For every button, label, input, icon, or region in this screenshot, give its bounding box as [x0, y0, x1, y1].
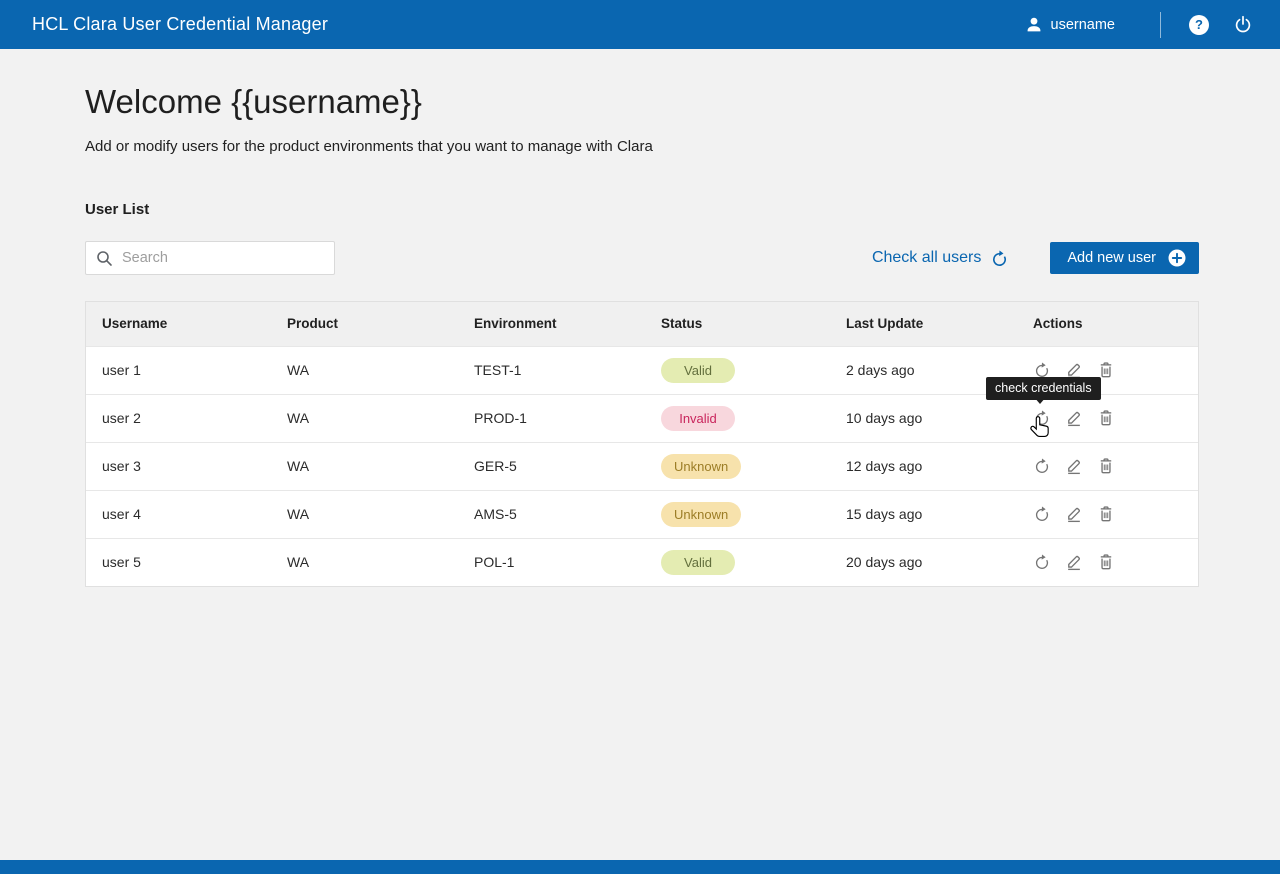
check-credentials-icon[interactable]	[1033, 361, 1051, 379]
user-list-heading: User List	[85, 201, 150, 218]
page-subtitle: Add or modify users for the product envi…	[85, 138, 653, 155]
table-row: user 3 WA GER-5 Unknown 12 days ago	[86, 442, 1198, 490]
app-title: HCL Clara User Credential Manager	[32, 14, 329, 34]
cell-actions	[1033, 442, 1198, 490]
check-credentials-icon[interactable]	[1033, 505, 1051, 523]
cell-username: user 5	[102, 554, 141, 571]
cell-status: Unknown	[661, 442, 846, 490]
cell-product: WA	[287, 506, 310, 522]
delete-icon[interactable]	[1097, 361, 1115, 379]
cell-product: WA	[287, 554, 310, 571]
search-icon	[96, 250, 113, 267]
refresh-icon	[990, 249, 1009, 268]
user-menu[interactable]: username	[1025, 16, 1115, 34]
row-actions	[1033, 553, 1198, 571]
table-row: user 1 WA TEST-1 Valid 2 days ago	[86, 346, 1198, 394]
col-username: Username	[102, 316, 168, 332]
app-bar: HCL Clara User Credential Manager userna…	[0, 0, 1280, 49]
status-badge: Unknown	[661, 501, 742, 527]
row-actions	[1033, 409, 1198, 427]
cell-status: Invalid	[661, 394, 846, 442]
check-credentials-icon[interactable]	[1033, 553, 1051, 571]
cell-environment: GER-5	[474, 458, 517, 474]
cell-last-update: 2 days ago	[846, 362, 915, 378]
row-actions	[1033, 505, 1198, 523]
cell-environment: AMS-5	[474, 506, 517, 522]
cell-actions	[1033, 538, 1198, 586]
cell-environment: PROD-1	[474, 410, 527, 426]
cell-username: user 3	[102, 458, 141, 474]
col-actions: Actions	[1033, 316, 1083, 332]
cell-actions	[1033, 490, 1198, 538]
col-last-update: Last Update	[846, 316, 924, 332]
edit-icon[interactable]	[1065, 409, 1083, 427]
delete-icon[interactable]	[1097, 457, 1115, 475]
help-icon[interactable]: ?	[1189, 14, 1209, 35]
page-title: Welcome {{username}}	[85, 83, 422, 120]
col-product: Product	[287, 316, 339, 332]
cell-last-update: 15 days ago	[846, 506, 923, 522]
delete-icon[interactable]	[1097, 409, 1115, 427]
main-content: Welcome {{username}} Add or modify users…	[85, 83, 1199, 587]
add-new-user-button[interactable]: Add new user	[1050, 242, 1199, 274]
cell-username: user 1	[102, 362, 141, 378]
search-box[interactable]	[85, 241, 335, 275]
cell-username: user 4	[102, 506, 141, 522]
app-bar-right: username ?	[1025, 11, 1253, 38]
add-new-user-label: Add new user	[1067, 250, 1156, 266]
plus-circle-icon	[1168, 249, 1186, 267]
controls-right: Check all users Add new user	[872, 242, 1199, 274]
table-controls: Check all users Add new user	[85, 241, 1199, 275]
row-actions	[1033, 457, 1198, 475]
check-credentials-icon[interactable]	[1033, 409, 1051, 427]
cell-product: WA	[287, 458, 310, 474]
cell-environment: TEST-1	[474, 362, 522, 378]
cell-last-update: 20 days ago	[846, 554, 923, 571]
status-badge: Valid	[661, 357, 735, 383]
cell-actions	[1033, 394, 1198, 442]
search-input[interactable]	[122, 250, 324, 266]
cell-product: WA	[287, 410, 310, 426]
cell-status: Valid	[661, 346, 846, 394]
cell-product: WA	[287, 362, 310, 378]
status-badge: Valid	[661, 549, 735, 575]
status-badge: Invalid	[661, 405, 735, 431]
cell-status: Unknown	[661, 490, 846, 538]
cell-environment: POL-1	[474, 554, 515, 571]
table-row: user 4 WA AMS-5 Unknown 15 days ago	[86, 490, 1198, 538]
check-credentials-icon[interactable]	[1033, 457, 1051, 475]
col-status: Status	[661, 316, 703, 332]
cell-last-update: 10 days ago	[846, 410, 923, 426]
username-label: username	[1050, 16, 1115, 33]
appbar-divider	[1160, 11, 1161, 38]
power-icon[interactable]	[1233, 15, 1253, 35]
table-header-row: Username Product Environment Status Last…	[86, 302, 1198, 346]
table-row: user 2 WA PROD-1 Invalid 10 days ago	[86, 394, 1198, 442]
table-row: user 5 WA POL-1 Valid 20 days ago	[86, 538, 1198, 586]
footer-bar	[0, 860, 1280, 874]
col-environment: Environment	[474, 316, 557, 332]
user-table: Username Product Environment Status Last…	[85, 301, 1199, 587]
tooltip: check credentials	[986, 377, 1101, 400]
edit-icon[interactable]	[1065, 457, 1083, 475]
edit-icon[interactable]	[1065, 553, 1083, 571]
cell-username: user 2	[102, 410, 141, 426]
check-all-users-link[interactable]: Check all users	[872, 249, 1009, 268]
cell-status: Valid	[661, 538, 846, 586]
person-icon	[1025, 16, 1043, 34]
check-all-users-label: Check all users	[871, 249, 982, 266]
status-badge: Unknown	[661, 453, 742, 479]
delete-icon[interactable]	[1097, 505, 1115, 523]
edit-icon[interactable]	[1065, 505, 1083, 523]
tooltip-arrow-icon	[1034, 397, 1046, 404]
cell-last-update: 12 days ago	[846, 458, 923, 474]
delete-icon[interactable]	[1097, 553, 1115, 571]
